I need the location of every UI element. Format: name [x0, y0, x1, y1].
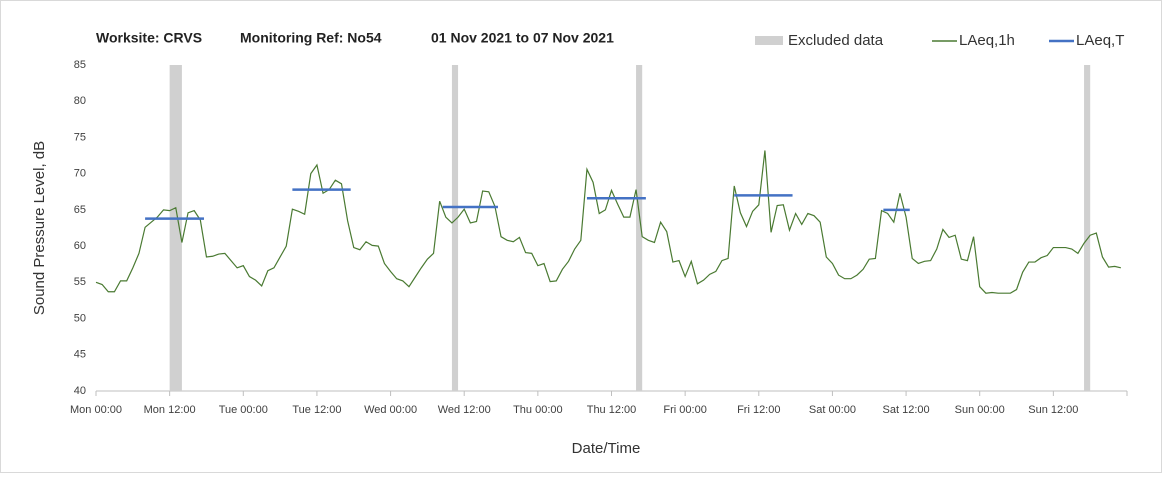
x-tick-label: Tue 00:00: [219, 404, 268, 416]
x-tick-label: Sun 00:00: [955, 404, 1005, 416]
y-axis-title: Sound Pressure Level, dB: [31, 141, 48, 315]
x-tick-label: Fri 12:00: [737, 404, 780, 416]
excluded-band: [636, 65, 643, 391]
legend-label: Excluded data: [788, 32, 884, 49]
y-tick-label: 45: [74, 349, 86, 361]
x-tick-label: Mon 12:00: [144, 404, 196, 416]
y-tick-label: 80: [74, 95, 86, 107]
x-axis-title: Date/Time: [572, 440, 641, 457]
x-tick-label: Mon 00:00: [70, 404, 122, 416]
x-tick-label: Thu 12:00: [587, 404, 637, 416]
y-tick-label: 40: [74, 385, 86, 397]
y-tick-label: 55: [74, 276, 86, 288]
title-ref: Monitoring Ref: No54: [240, 30, 382, 46]
y-tick-label: 75: [74, 131, 86, 143]
x-tick-label: Fri 00:00: [663, 404, 706, 416]
excluded-band: [451, 65, 459, 391]
x-tick-label: Sun 12:00: [1028, 404, 1078, 416]
y-tick-label: 50: [74, 312, 86, 324]
title-dates: 01 Nov 2021 to 07 Nov 2021: [431, 30, 614, 46]
y-tick-label: 60: [74, 240, 86, 252]
y-tick-label: 70: [74, 168, 86, 180]
x-tick-label: Wed 12:00: [438, 404, 491, 416]
excluded-band: [169, 65, 182, 391]
legend-swatch: [755, 36, 783, 45]
x-tick-label: Thu 00:00: [513, 404, 563, 416]
excluded-band: [1084, 65, 1091, 391]
title-site: Worksite: CRVS: [96, 30, 202, 46]
y-tick-label: 85: [74, 59, 86, 71]
legend-label: LAeq,T: [1076, 32, 1124, 49]
x-tick-label: Wed 00:00: [364, 404, 417, 416]
x-tick-label: Tue 12:00: [292, 404, 341, 416]
y-tick-label: 65: [74, 204, 86, 216]
data-line: [95, 150, 1121, 294]
x-tick-label: Sat 12:00: [883, 404, 930, 416]
legend-label: LAeq,1h: [959, 32, 1015, 49]
x-tick-label: Sat 00:00: [809, 404, 856, 416]
